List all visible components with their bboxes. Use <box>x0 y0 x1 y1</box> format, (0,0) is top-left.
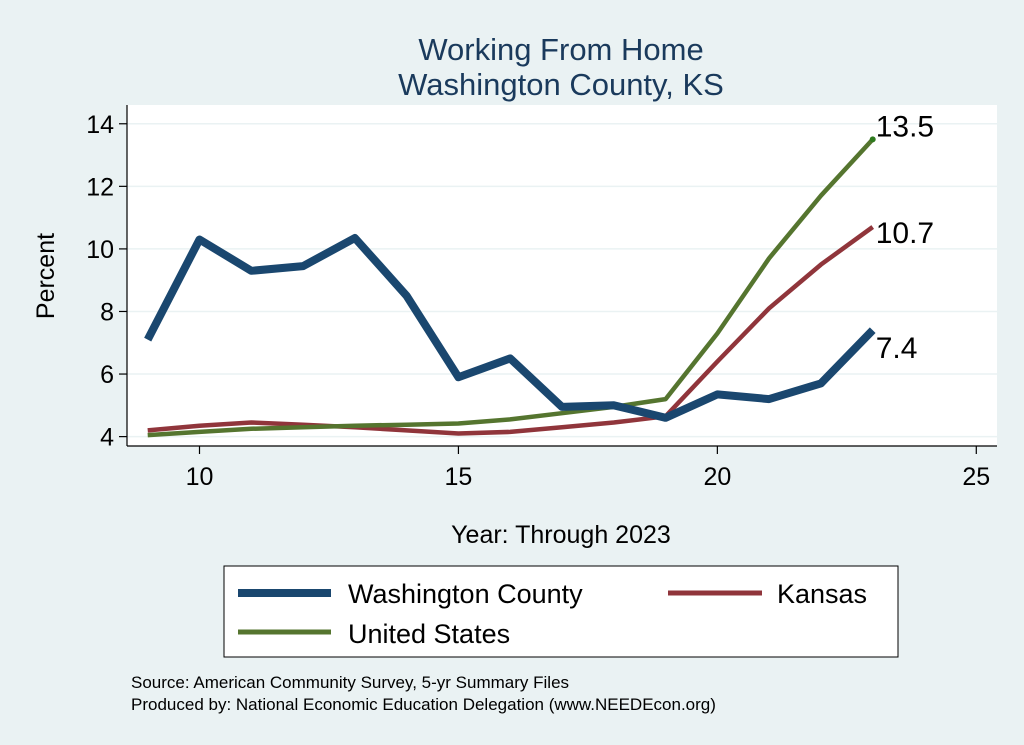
x-axis-title: Year: Through 2023 <box>451 521 671 549</box>
x-tick-label-25: 25 <box>962 463 990 491</box>
series-line-washington-county <box>144 234 876 422</box>
y-tick-label-8: 8 <box>100 298 114 326</box>
y-axis-title: Percent <box>32 233 60 319</box>
legend-box <box>223 565 899 658</box>
y-tick-label-6: 6 <box>100 361 114 389</box>
chart-title-line-2: Washington County, KS <box>398 67 724 102</box>
end-labels: 7.4 10.7 13.5 <box>876 110 934 365</box>
end-label-washington-county: 7.4 <box>876 332 918 365</box>
source-note: Source: American Community Survey, 5-yr … <box>131 673 569 692</box>
end-marker-united-states <box>869 136 876 143</box>
chart-title-line-1: Working From Home <box>418 32 703 67</box>
legend-label-united-states: United States <box>348 619 510 649</box>
end-label-united-states: 13.5 <box>876 110 934 143</box>
series-lines <box>144 136 876 438</box>
y-tick-label-12: 12 <box>86 173 114 201</box>
y-tick-label-10: 10 <box>86 236 114 264</box>
producer-note: Produced by: National Economic Education… <box>131 695 716 714</box>
legend-label-washington-county: Washington County <box>348 579 583 609</box>
series-line-kansas <box>147 225 875 436</box>
x-tick-label-15: 15 <box>445 463 473 491</box>
series-line-united-states <box>147 137 875 438</box>
y-tick-label-14: 14 <box>86 111 114 139</box>
legend-label-kansas: Kansas <box>777 579 867 609</box>
grid-lines <box>127 123 997 438</box>
axes: 4 6 8 10 12 14 10 15 20 25 <box>86 105 997 491</box>
legend: Washington County Kansas United States <box>223 565 899 658</box>
x-tick-label-20: 20 <box>703 463 731 491</box>
end-label-kansas: 10.7 <box>876 217 934 250</box>
y-tick-label-4: 4 <box>100 424 114 452</box>
plot-area <box>127 105 997 446</box>
x-tick-label-10: 10 <box>186 463 214 491</box>
